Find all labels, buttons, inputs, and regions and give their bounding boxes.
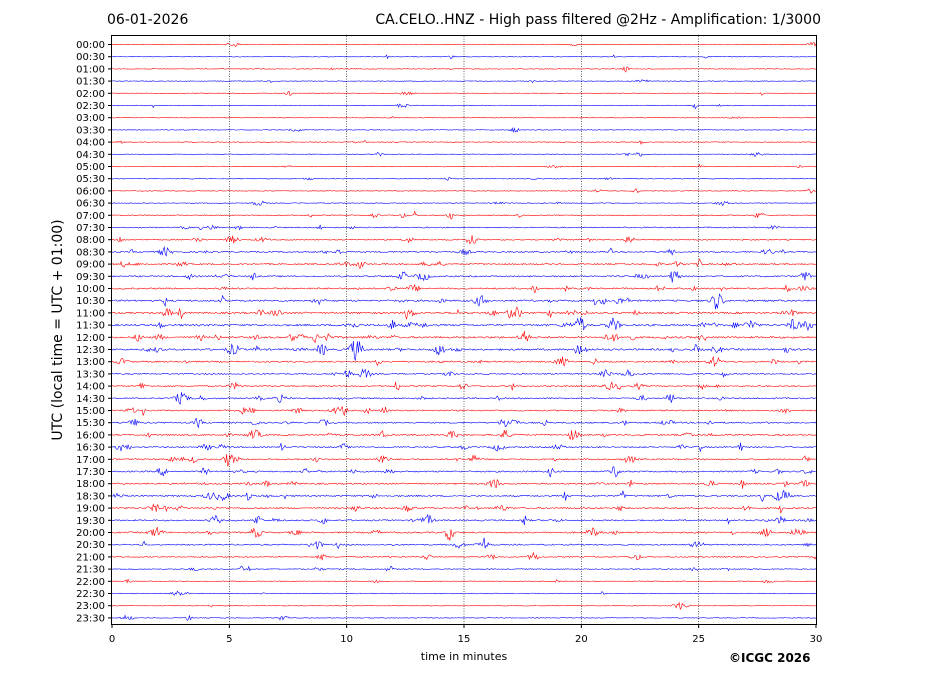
y-tick-label: 20:30 [76, 540, 105, 551]
x-tick-label: 15 [458, 634, 471, 645]
y-tick-label: 14:30 [76, 394, 105, 405]
trace-0700 [111, 210, 817, 220]
trace-0200 [111, 90, 817, 97]
trace-1830 [111, 489, 817, 502]
y-tick-label: 07:00 [76, 211, 105, 222]
y-tick-label: 06:30 [76, 199, 105, 210]
trace-0600 [111, 188, 817, 194]
y-tick-label: 21:00 [76, 552, 105, 563]
y-tick-label: 13:30 [76, 369, 105, 380]
y-tick-label: 17:30 [76, 467, 105, 478]
trace-2330 [111, 614, 817, 622]
y-tick-label: 08:30 [76, 247, 105, 258]
trace-2100 [111, 551, 817, 561]
y-tick-label: 00:00 [76, 40, 105, 51]
y-tick-label: 09:00 [76, 260, 105, 271]
x-axis-label: time in minutes [421, 650, 508, 663]
trace-1530 [111, 417, 817, 429]
copyright-label: ©ICGC 2026 [729, 651, 811, 665]
y-tick-label: 20:00 [76, 528, 105, 539]
trace-0300 [111, 116, 816, 120]
y-tick-label: 12:30 [76, 345, 105, 356]
y-tick-label: 06:00 [76, 186, 105, 197]
y-tick-label: 13:00 [76, 357, 105, 368]
y-tick-label: 23:30 [76, 613, 105, 624]
trace-1030 [111, 293, 817, 310]
x-tick-label: 20 [575, 634, 588, 645]
y-tick-label: 02:30 [76, 101, 105, 112]
y-tick-label: 11:30 [76, 321, 105, 332]
y-tick-label: 01:30 [76, 77, 105, 88]
y-tick-label: 17:00 [76, 455, 105, 466]
y-tick-label: 01:00 [76, 64, 105, 75]
x-tick-label: 0 [109, 634, 115, 645]
y-tick-label: 11:00 [76, 308, 105, 319]
y-tick-label: 18:00 [76, 479, 105, 490]
trace-0730 [111, 224, 817, 231]
y-tick-label: 07:30 [76, 223, 105, 234]
trace-0230 [111, 103, 817, 110]
trace-2000 [111, 526, 817, 541]
y-tick-label: 22:30 [76, 589, 105, 600]
y-tick-label: 03:30 [76, 125, 105, 136]
trace-1200 [111, 331, 817, 344]
y-tick-label: 10:30 [76, 296, 105, 307]
trace-2030 [111, 537, 817, 550]
y-tick-label: 19:30 [76, 516, 105, 527]
y-tick-label: 16:30 [76, 443, 105, 454]
grid-lines [229, 36, 699, 624]
trace-0330 [111, 127, 817, 133]
x-tick-label: 10 [340, 634, 353, 645]
y-tick-label: 15:30 [76, 418, 105, 429]
trace-0630 [111, 200, 817, 206]
x-tick-label: 5 [226, 634, 232, 645]
y-tick-label: 22:00 [76, 577, 105, 588]
y-axis-label: UTC (local time = UTC + 01:00) [50, 219, 66, 440]
trace-0930 [111, 271, 817, 283]
y-tick-label: 08:00 [76, 235, 105, 246]
y-tick-label: 02:00 [76, 89, 105, 100]
y-tick-label: 10:00 [76, 284, 105, 295]
y-tick-label: 23:00 [76, 601, 105, 612]
trace-2300 [111, 601, 817, 611]
y-tick-label: 03:00 [76, 113, 105, 124]
trace-0400 [111, 140, 817, 146]
y-tick-label: 21:30 [76, 565, 105, 576]
y-tick-label: 12:00 [76, 333, 105, 344]
y-tick-label: 15:00 [76, 406, 105, 417]
trace-1930 [111, 513, 817, 526]
y-tick-label: 18:30 [76, 491, 105, 502]
y-tick-label: 00:30 [76, 52, 105, 63]
trace-1100 [111, 307, 817, 321]
y-tick-label: 04:30 [76, 150, 105, 161]
y-tick-label: 19:00 [76, 504, 105, 515]
y-tick-label: 16:00 [76, 430, 105, 441]
y-tick-label: 04:00 [76, 138, 105, 149]
y-tick-label: 14:00 [76, 382, 105, 393]
x-tick-label: 25 [692, 634, 705, 645]
date-label: 06-01-2026 [107, 12, 189, 28]
y-tick-label: 05:00 [76, 162, 105, 173]
y-tick-label: 09:30 [76, 272, 105, 283]
station-title: CA.CELO..HNZ - High pass filtered @2Hz -… [375, 12, 821, 28]
x-axis: 0 5 10 15 20 25 30 [109, 624, 823, 645]
trace-1500 [111, 405, 817, 417]
y-tick-label: 05:30 [76, 174, 105, 185]
x-tick-label: 30 [810, 634, 823, 645]
